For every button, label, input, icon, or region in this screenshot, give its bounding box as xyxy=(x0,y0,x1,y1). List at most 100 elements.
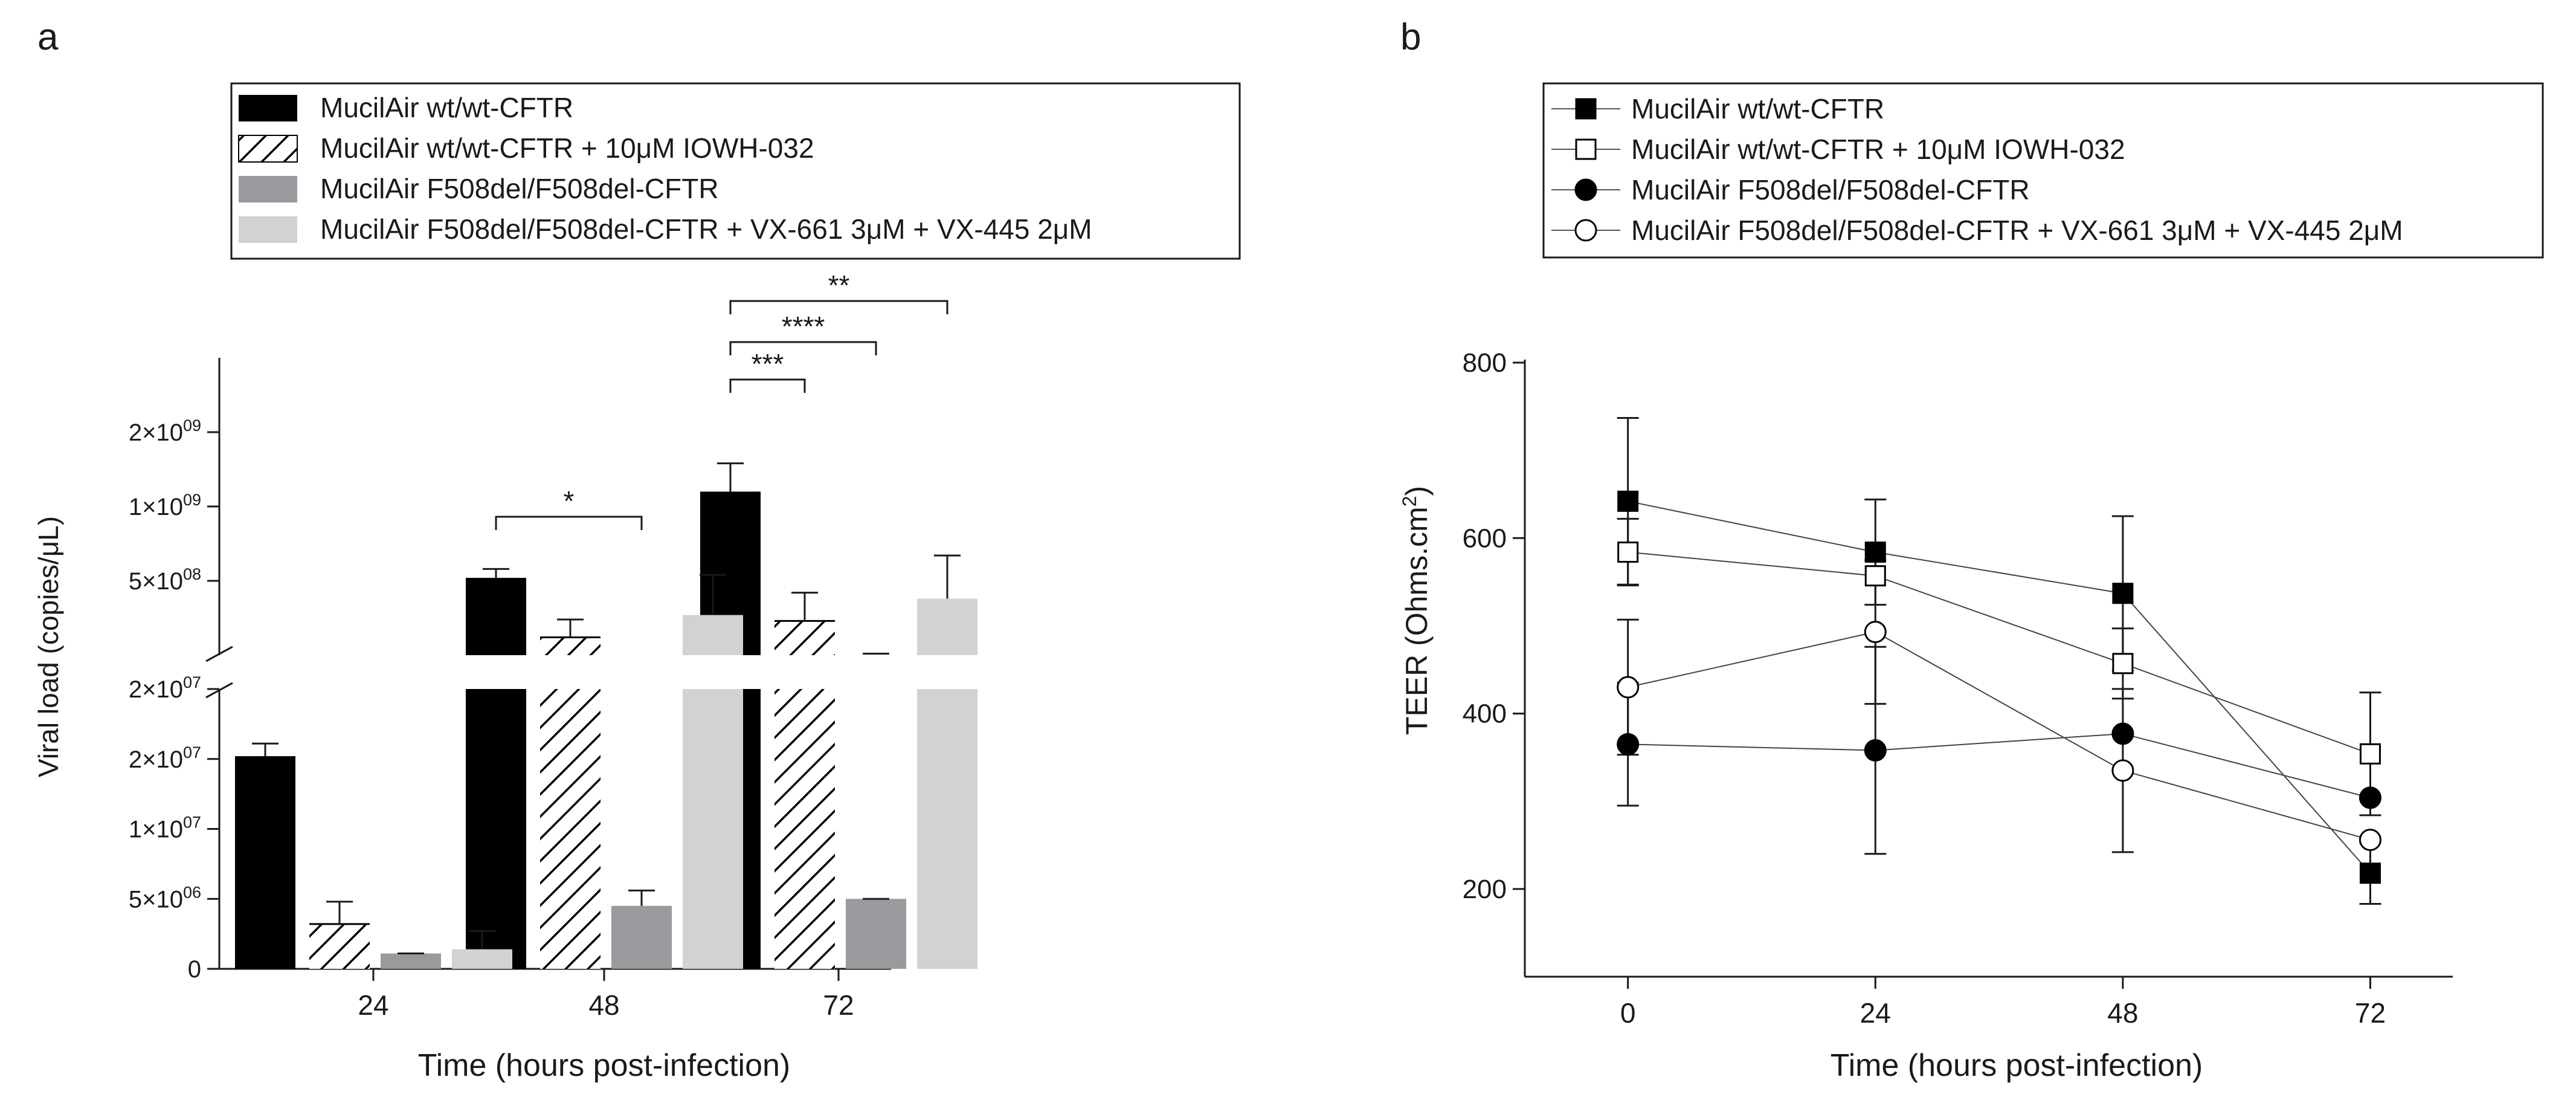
marker xyxy=(2112,653,2134,675)
bar xyxy=(917,598,977,655)
series xyxy=(1617,416,2381,905)
series-markers xyxy=(1617,490,2381,884)
bar xyxy=(452,949,512,969)
significance-label: **** xyxy=(782,311,825,342)
bar xyxy=(309,924,370,969)
legend-label: MucilAir wt/wt-CFTR + 10μM IOWH-032 xyxy=(320,132,814,164)
bar xyxy=(774,621,835,655)
marker xyxy=(1864,621,1887,644)
marker xyxy=(1617,542,1639,563)
series-line xyxy=(1628,500,2371,874)
panel-b-letter: b xyxy=(1400,16,1421,58)
bar xyxy=(774,689,835,969)
panel-a-letter: a xyxy=(37,16,59,58)
marker xyxy=(1574,219,1597,242)
y-tick-label: 1×1009 xyxy=(129,491,201,520)
marker xyxy=(1617,733,1640,755)
bracket-line xyxy=(729,378,806,393)
x-axis-title: Time (hours post-infection) xyxy=(418,1048,791,1083)
series-line xyxy=(1628,733,2371,798)
bar xyxy=(540,637,601,655)
bar xyxy=(683,689,743,969)
significance-label: * xyxy=(564,485,575,517)
series-markers xyxy=(1617,542,2381,765)
legend-label: MucilAir F508del/F508del-CFTR xyxy=(320,173,719,204)
bar xyxy=(466,578,526,655)
bar xyxy=(540,689,601,969)
marker xyxy=(2112,583,2134,604)
bar xyxy=(381,953,441,969)
marker xyxy=(1575,98,1597,120)
marker xyxy=(2111,759,2134,782)
legend-swatch xyxy=(239,95,297,121)
bracket-line xyxy=(729,341,877,355)
axis-break-mark xyxy=(205,645,233,662)
significance-bracket: *** xyxy=(729,348,806,393)
panel-a-legend: MucilAir wt/wt-CFTR MucilAir wt/wt-CFTR +… xyxy=(230,82,1241,260)
y-tick-label: 2×1007 xyxy=(129,673,201,703)
significance-bracket: **** xyxy=(729,311,877,355)
x-tick-label: 24 xyxy=(358,989,388,1021)
bar xyxy=(235,756,295,969)
y-tick-label: 0 xyxy=(188,956,201,983)
x-axis-title: Time (hours post-infection) xyxy=(1831,1048,2203,1083)
y-tick-label: 2×1009 xyxy=(129,416,201,446)
bar xyxy=(611,905,672,969)
x-tick-label: 48 xyxy=(2107,997,2138,1029)
marker xyxy=(1864,739,1887,762)
significance-label: ** xyxy=(828,270,850,301)
bar xyxy=(846,899,906,969)
bar xyxy=(466,689,526,969)
y-tick-label: 5×1008 xyxy=(129,565,201,595)
bracket-line xyxy=(495,516,643,530)
legend-label: MucilAir wt/wt-CFTR xyxy=(320,92,573,123)
series-markers xyxy=(1617,621,2381,852)
significance-bracket: * xyxy=(495,485,643,530)
y-tick-label: 800 xyxy=(1463,348,1507,378)
legend-label: MucilAir F508del/F508del-CFTR + VX-661 3… xyxy=(1631,215,2403,246)
y-axis-title: TEER (Ohms.cm2) xyxy=(1399,486,1434,735)
y-tick-label: 600 xyxy=(1463,523,1507,553)
legend-label: MucilAir F508del/F508del-CFTR + VX-661 3… xyxy=(320,213,1092,245)
x-tick-label: 72 xyxy=(2355,997,2386,1029)
marker xyxy=(2359,829,2381,852)
bar xyxy=(917,689,977,969)
legend-box xyxy=(1542,82,2544,259)
y-tick-label: 200 xyxy=(1463,875,1507,904)
legend-swatch xyxy=(238,135,298,163)
x-tick-label: 72 xyxy=(823,989,854,1021)
series-markers xyxy=(1617,722,2381,809)
y-axis-title: Viral load (copies/μL) xyxy=(33,516,64,777)
legend-box xyxy=(230,82,1241,260)
x-tick-label: 48 xyxy=(588,989,619,1021)
legend-swatch xyxy=(239,216,297,243)
marker xyxy=(2111,722,2134,745)
marker xyxy=(1575,138,1597,160)
panel-b-legend: MucilAir wt/wt-CFTR MucilAir wt/wt-CFTR +… xyxy=(1542,82,2544,259)
y-tick-label: 5×1006 xyxy=(129,883,201,913)
marker xyxy=(2359,862,2381,884)
marker xyxy=(1617,676,1640,699)
axis-break-mark xyxy=(205,682,233,699)
y-tick-label: 400 xyxy=(1463,699,1507,729)
marker xyxy=(1574,178,1597,201)
marker xyxy=(1864,542,1886,563)
significance-label: *** xyxy=(752,348,784,380)
series xyxy=(1617,559,2371,853)
significance-bracket: ** xyxy=(729,270,948,314)
bar xyxy=(683,615,743,655)
marker xyxy=(2359,786,2381,809)
legend-label: MucilAir wt/wt-CFTR + 10μM IOWH-032 xyxy=(1631,134,2125,165)
legend-label: MucilAir wt/wt-CFTR xyxy=(1631,93,1884,125)
series xyxy=(1617,645,2371,855)
marker xyxy=(2359,743,2381,765)
y-tick-label: 1×1007 xyxy=(129,814,201,843)
marker xyxy=(1617,490,1639,512)
series-line xyxy=(1628,551,2371,755)
legend-swatch xyxy=(239,176,297,202)
x-tick-label: 24 xyxy=(1860,997,1891,1029)
y-tick-label: 2×1007 xyxy=(129,743,201,773)
series-line xyxy=(1628,631,2371,841)
legend-label: MucilAir F508del/F508del-CFTR xyxy=(1631,174,2030,205)
